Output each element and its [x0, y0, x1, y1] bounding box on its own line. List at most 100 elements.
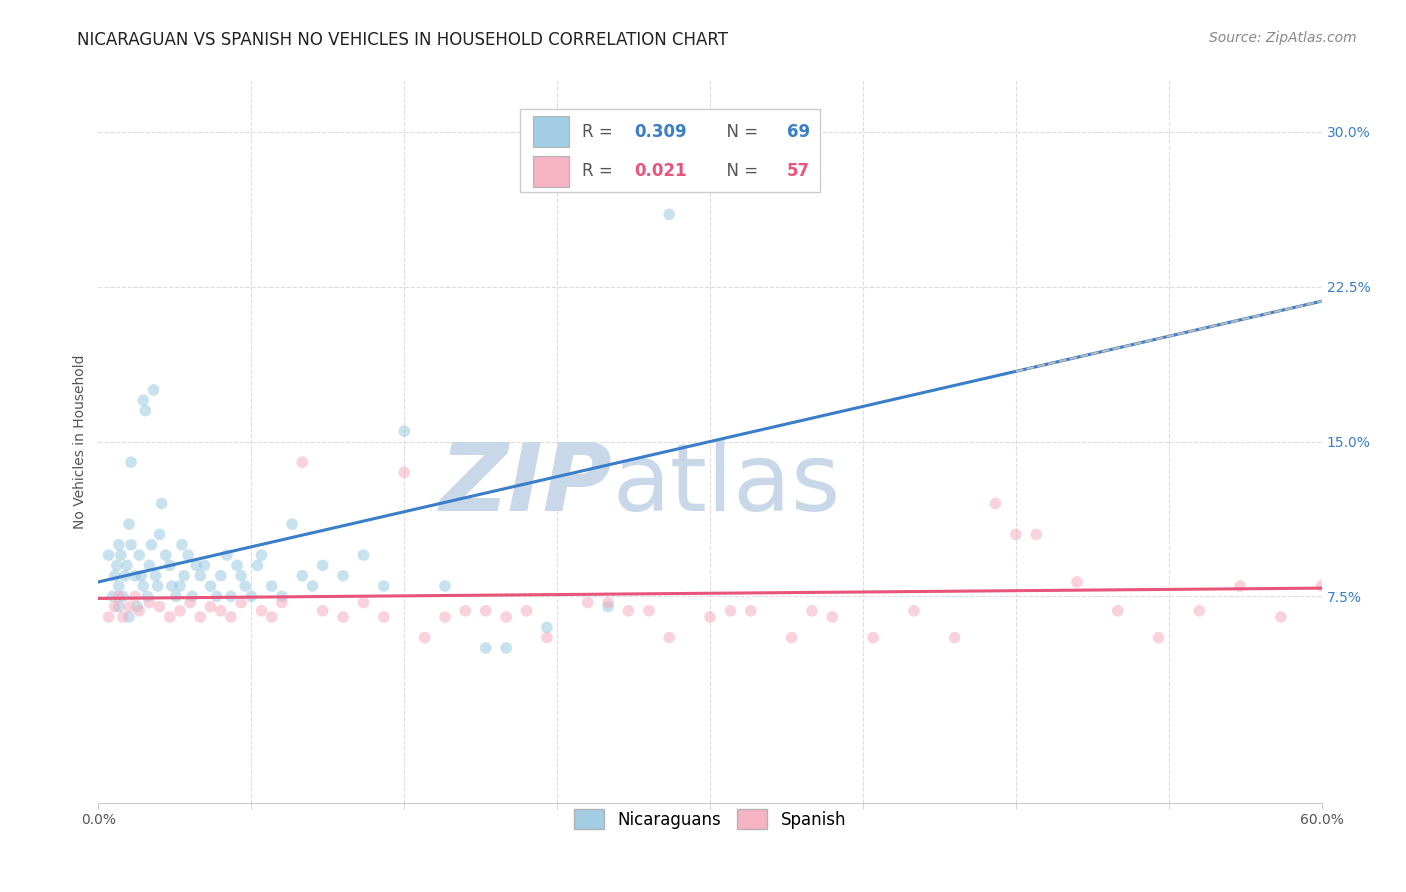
Point — [1025, 527, 1047, 541]
Point — [127, 599, 149, 614]
Point — [145, 568, 167, 582]
Point — [97, 610, 120, 624]
Point — [120, 538, 142, 552]
Point — [454, 604, 477, 618]
Y-axis label: No Vehicles in Household: No Vehicles in Household — [73, 354, 87, 529]
Point — [699, 610, 721, 624]
Point — [1229, 579, 1251, 593]
Point — [801, 604, 824, 618]
Point — [718, 604, 742, 618]
Point — [108, 599, 131, 614]
Point — [219, 610, 242, 624]
Point — [1270, 610, 1292, 624]
Point — [281, 517, 304, 532]
Text: 57: 57 — [787, 162, 810, 180]
Point — [903, 604, 925, 618]
Point — [173, 568, 195, 582]
Point — [111, 610, 134, 624]
Point — [104, 599, 127, 614]
Point — [110, 548, 132, 562]
Point — [352, 548, 374, 562]
Point — [658, 631, 681, 645]
Point — [146, 579, 169, 593]
Point — [160, 579, 183, 593]
Point — [124, 568, 146, 582]
Point — [169, 604, 191, 618]
Point — [576, 596, 599, 610]
Point — [97, 548, 120, 562]
Point — [434, 579, 457, 593]
Point — [134, 403, 156, 417]
Point — [373, 579, 395, 593]
Text: N =: N = — [716, 122, 763, 141]
Point — [240, 590, 263, 604]
Text: ZIP: ZIP — [439, 439, 612, 531]
Point — [821, 610, 844, 624]
Point — [177, 548, 200, 562]
Point — [108, 538, 131, 552]
Point — [332, 568, 354, 582]
Point — [209, 568, 232, 582]
Point — [1310, 579, 1333, 593]
Point — [617, 604, 640, 618]
Point — [120, 455, 142, 469]
Point — [246, 558, 269, 573]
Point — [155, 548, 177, 562]
Point — [159, 558, 181, 573]
Point — [141, 538, 163, 552]
Point — [142, 383, 165, 397]
Point — [105, 558, 128, 573]
Point — [129, 568, 152, 582]
Point — [516, 604, 538, 618]
Point — [231, 596, 253, 610]
Point — [132, 393, 155, 408]
Point — [219, 590, 242, 604]
Text: Source: ZipAtlas.com: Source: ZipAtlas.com — [1209, 31, 1357, 45]
Point — [598, 596, 620, 610]
Point — [1147, 631, 1170, 645]
Legend: Nicaraguans, Spanish: Nicaraguans, Spanish — [565, 801, 855, 838]
Point — [1004, 527, 1026, 541]
Point — [149, 599, 172, 614]
Point — [118, 610, 141, 624]
Point — [115, 558, 138, 573]
FancyBboxPatch shape — [533, 156, 569, 187]
Point — [149, 527, 172, 541]
Point — [138, 558, 160, 573]
Point — [104, 568, 127, 582]
Point — [740, 604, 762, 618]
Point — [373, 610, 395, 624]
Point — [200, 599, 222, 614]
Point — [352, 596, 374, 610]
Text: R =: R = — [582, 122, 617, 141]
Point — [392, 424, 416, 438]
Point — [270, 590, 294, 604]
Point — [1107, 604, 1129, 618]
Point — [170, 538, 193, 552]
Point — [301, 579, 323, 593]
Point — [658, 207, 681, 221]
Point — [434, 610, 457, 624]
Point — [598, 599, 620, 614]
Text: N =: N = — [716, 162, 763, 180]
Point — [159, 610, 181, 624]
Text: atlas: atlas — [612, 439, 841, 531]
FancyBboxPatch shape — [520, 109, 820, 193]
Point — [124, 590, 146, 604]
Point — [291, 455, 314, 469]
Point — [138, 596, 160, 610]
Point — [536, 620, 558, 634]
Point — [984, 496, 1007, 510]
Point — [108, 579, 131, 593]
Point — [165, 590, 187, 604]
FancyBboxPatch shape — [533, 116, 569, 147]
Point — [250, 604, 273, 618]
Point — [186, 558, 208, 573]
Point — [150, 496, 173, 510]
Text: 0.021: 0.021 — [634, 162, 686, 180]
Point — [179, 596, 201, 610]
Point — [205, 590, 228, 604]
Point — [128, 548, 150, 562]
Point — [231, 568, 253, 582]
Point — [181, 590, 204, 604]
